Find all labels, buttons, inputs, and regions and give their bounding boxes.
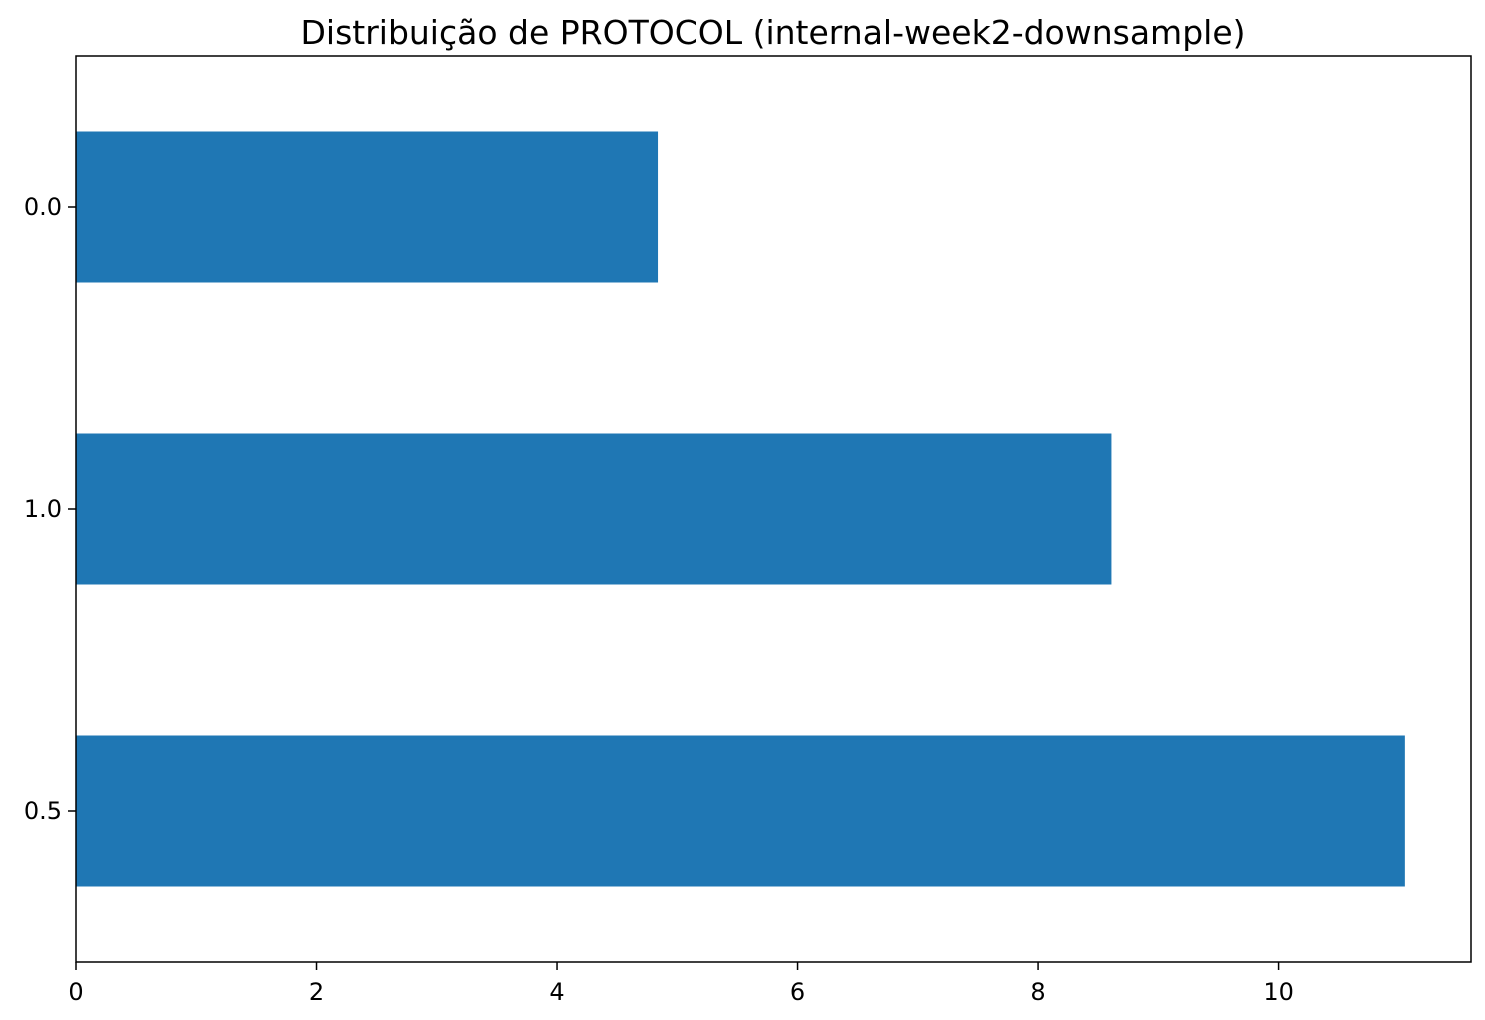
x-axis: 0 2 4 6 8 10	[68, 962, 1294, 1006]
y-tick-label: 0.0	[24, 193, 62, 221]
bars-layer	[76, 131, 1405, 887]
y-axis: 0.0 1.0 0.5	[24, 193, 76, 825]
x-tick-label: 2	[309, 978, 324, 1006]
bar-1-0	[76, 433, 1112, 585]
y-tick-label: 0.5	[24, 797, 62, 825]
chart-title: Distribuição de PROTOCOL (internal-week2…	[301, 13, 1246, 52]
x-tick-label: 8	[1030, 978, 1045, 1006]
bar-0-5	[76, 735, 1405, 887]
x-tick-label: 10	[1263, 978, 1294, 1006]
y-tick-label: 1.0	[24, 495, 62, 523]
bar-0-0	[76, 131, 659, 283]
x-tick-label: 0	[68, 978, 83, 1006]
x-tick-label: 6	[790, 978, 805, 1006]
x-tick-label: 4	[549, 978, 564, 1006]
